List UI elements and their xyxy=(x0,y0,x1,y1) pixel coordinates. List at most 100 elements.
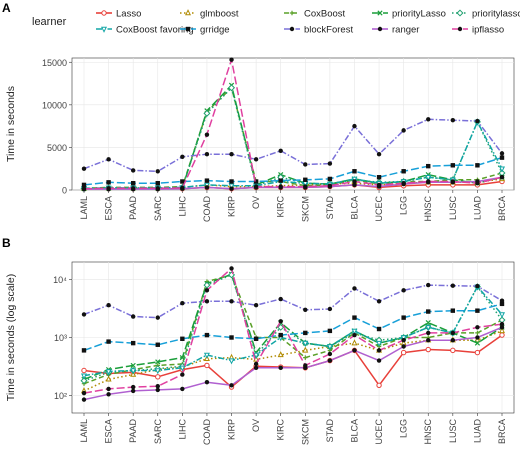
legend-label-CoxBoost: CoxBoost xyxy=(304,9,346,20)
marker-ipflasso-ESCA xyxy=(106,386,111,392)
marker-CoxBoost favoring-ESCA xyxy=(105,369,112,376)
marker-glmboost-BRCA xyxy=(498,327,506,334)
marker-blockForest-BLCA xyxy=(352,123,357,129)
marker-blockForest-STAD xyxy=(327,161,333,166)
series-grridge xyxy=(81,301,505,353)
marker-blockForest-KIRC xyxy=(278,296,283,302)
marker-grridge-UCEC xyxy=(376,326,382,332)
marker-Lasso-LAML xyxy=(81,367,87,374)
legend: learner Lasso glmboost CoxBoost priorityLas… xyxy=(32,9,520,36)
series-line-blockForest xyxy=(83,118,503,173)
xtick-label: KIRC xyxy=(276,419,286,441)
marker-ranger-LGG xyxy=(401,344,406,349)
marker-ranger-OV xyxy=(253,365,259,371)
marker-grridge-UCEC xyxy=(376,175,382,180)
xtick-label: LUSC xyxy=(448,196,458,221)
marker-blockForest-KIRP xyxy=(229,152,234,157)
marker-ipflasso-SKCM xyxy=(303,363,308,368)
xtick-label: STAD xyxy=(325,196,335,220)
marker-ipflasso-LIHC xyxy=(180,185,185,191)
marker-grridge-OV xyxy=(253,336,259,341)
marker-ipflasso-KIRP xyxy=(229,266,234,271)
marker-CoxBoost favoring-HNSC xyxy=(425,325,432,332)
legend-label-prioritylassofavoring: prioritylassofavoring xyxy=(472,9,520,20)
marker-Lasso-HNSC xyxy=(425,346,431,353)
marker-legend-Lasso xyxy=(101,10,107,16)
marker-blockForest-UCEC xyxy=(376,152,382,157)
xtick-label: SKCM xyxy=(300,196,310,222)
marker-blockForest-BRCA xyxy=(499,151,505,156)
marker-grridge-STAD xyxy=(327,328,333,334)
legend-key-prioritylassofavoring: prioritylassofavoring xyxy=(452,9,520,20)
xtick-label: KIRC xyxy=(276,196,286,218)
legend-key-ipflasso: ipflasso xyxy=(452,25,504,36)
marker-CoxBoost favoring-OV xyxy=(253,352,260,359)
marker-priorityLasso-LUAD xyxy=(474,340,481,346)
xtick-label: SKCM xyxy=(300,419,310,445)
marker-ranger-LAML xyxy=(81,397,87,402)
marker-blockForest-STAD xyxy=(327,306,333,312)
legend-key-CoxBoost: CoxBoost xyxy=(284,9,346,20)
marker-grridge-PAAD xyxy=(130,340,136,346)
marker-grridge-LGG xyxy=(401,169,406,174)
marker-ipflasso-SARC xyxy=(155,383,160,389)
legend-label-grridge: grridge xyxy=(200,25,230,36)
xtick-label: LGG xyxy=(399,196,409,215)
series-line-priorityLasso xyxy=(83,273,503,381)
marker-Lasso-SARC xyxy=(155,374,161,380)
marker-blockForest-UCEC xyxy=(376,299,382,304)
marker-Lasso-LUSC xyxy=(450,347,456,354)
xtick-label: LUAD xyxy=(472,419,482,444)
series-ranger xyxy=(81,325,505,402)
marker-blockForest-LIHC xyxy=(180,300,185,306)
legend-label-CoxBoost favoring: CoxBoost favoring xyxy=(116,25,194,36)
xtick-label: LIHC xyxy=(177,419,187,440)
marker-ipflasso-LUAD xyxy=(475,325,480,330)
xtick-label: SARC xyxy=(153,196,163,222)
ytick-label: 10³ xyxy=(54,333,67,343)
marker-blockForest-BLCA xyxy=(352,286,357,291)
marker-grridge-KIRP xyxy=(229,335,234,340)
marker-ipflasso-BLCA xyxy=(352,179,357,184)
xtick-label: BRCA xyxy=(497,196,507,221)
marker-blockForest-LIHC xyxy=(180,154,185,159)
marker-ipflasso-LUSC xyxy=(450,330,456,336)
ytick-label: 10⁴ xyxy=(53,275,67,285)
marker-ranger-BLCA xyxy=(352,348,357,353)
panel-b-label: B xyxy=(2,236,11,250)
legend-key-blockForest: blockForest xyxy=(284,25,353,36)
marker-grridge-HNSC xyxy=(426,163,431,169)
marker-CoxBoost-LUAD xyxy=(475,330,480,336)
xtick-label: SARC xyxy=(153,419,163,445)
marker-blockForest-SARC xyxy=(155,169,160,174)
xtick-label: COAD xyxy=(202,419,212,446)
marker-blockForest-COAD xyxy=(204,299,210,304)
marker-ranger-BRCA xyxy=(499,325,505,330)
marker-grridge-LIHC xyxy=(180,179,185,184)
marker-ipflasso-LAML xyxy=(81,186,87,191)
xtick-label: BLCA xyxy=(349,196,359,220)
xtick-label: LIHC xyxy=(177,196,187,217)
xtick-label: PAAD xyxy=(128,196,138,220)
marker-Lasso-LUAD xyxy=(474,349,481,356)
marker-CoxBoost favoring-SARC xyxy=(154,368,161,375)
marker-grridge-BRCA xyxy=(499,155,505,160)
marker-priorityLasso-SARC xyxy=(155,359,161,365)
marker-ipflasso-ESCA xyxy=(106,186,111,191)
marker-ranger-UCEC xyxy=(376,358,382,363)
marker-glmboost-ESCA xyxy=(105,375,112,382)
marker-legend-prioritylassofavoring xyxy=(456,9,464,17)
panel-a-label: A xyxy=(2,1,11,15)
marker-blockForest-HNSC xyxy=(426,117,431,122)
xtick-label: LAML xyxy=(79,196,89,220)
marker-CoxBoost favoring-HNSC xyxy=(425,175,432,182)
marker-prioritylassofavoring-COAD xyxy=(203,281,211,289)
marker-CoxBoost favoring-BRCA xyxy=(498,166,506,173)
marker-ipflasso-KIRP xyxy=(229,57,234,62)
marker-ipflasso-UCEC xyxy=(376,182,382,188)
marker-ipflasso-BRCA xyxy=(499,175,505,180)
marker-ipflasso-LUSC xyxy=(450,179,456,184)
marker-blockForest-KIRP xyxy=(229,299,234,304)
marker-CoxBoost favoring-LIHC xyxy=(179,365,186,372)
marker-CoxBoost favoring-STAD xyxy=(326,344,333,351)
